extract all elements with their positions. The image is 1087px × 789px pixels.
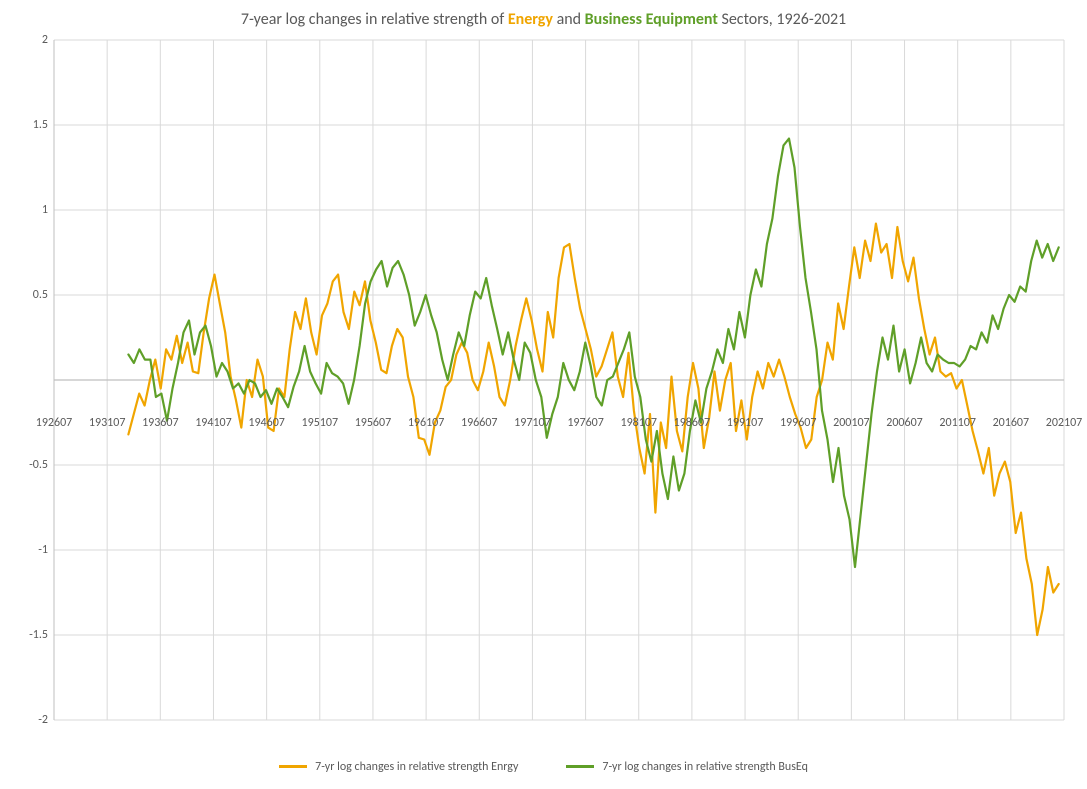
x-tick-label: 197107 (514, 416, 551, 430)
x-tick-label: 198107 (620, 416, 657, 430)
x-tick-label: 200107 (833, 416, 870, 430)
legend-label: 7-yr log changes in relative strength Bu… (602, 760, 808, 774)
x-tick-label: 199107 (727, 416, 764, 430)
chart-container: 7-year log changes in relative strength … (0, 0, 1087, 789)
x-tick-label: 193607 (142, 416, 179, 430)
x-tick-label: 201607 (993, 416, 1030, 430)
x-tick-label: 198607 (674, 416, 711, 430)
y-tick-label: -2 (0, 713, 48, 727)
legend-item: 7-yr log changes in relative strength Bu… (566, 760, 808, 774)
legend-item: 7-yr log changes in relative strength En… (279, 760, 518, 774)
y-tick-label: 0.5 (0, 288, 48, 302)
legend-swatch (279, 765, 307, 768)
legend-swatch (566, 765, 594, 768)
x-tick-label: 195107 (302, 416, 339, 430)
y-tick-label: -0.5 (0, 458, 48, 472)
y-tick-label: 1.5 (0, 118, 48, 132)
x-tick-label: 196607 (461, 416, 498, 430)
x-tick-label: 193107 (89, 416, 126, 430)
x-tick-label: 202107 (1046, 416, 1083, 430)
x-tick-label: 200607 (886, 416, 923, 430)
x-tick-label: 192607 (36, 416, 73, 430)
plot-area (0, 0, 1087, 789)
legend: 7-yr log changes in relative strength En… (0, 758, 1087, 774)
x-tick-label: 201107 (939, 416, 976, 430)
x-tick-label: 194107 (195, 416, 232, 430)
x-tick-label: 197607 (567, 416, 604, 430)
x-tick-label: 199607 (780, 416, 817, 430)
legend-label: 7-yr log changes in relative strength En… (315, 760, 518, 774)
x-tick-label: 195607 (355, 416, 392, 430)
y-tick-label: 1 (0, 203, 48, 217)
y-tick-label: 2 (0, 33, 48, 47)
x-tick-label: 194607 (248, 416, 285, 430)
chart-title: 7-year log changes in relative strength … (0, 10, 1087, 29)
y-tick-label: -1.5 (0, 628, 48, 642)
x-tick-label: 196107 (408, 416, 445, 430)
y-tick-label: -1 (0, 543, 48, 557)
